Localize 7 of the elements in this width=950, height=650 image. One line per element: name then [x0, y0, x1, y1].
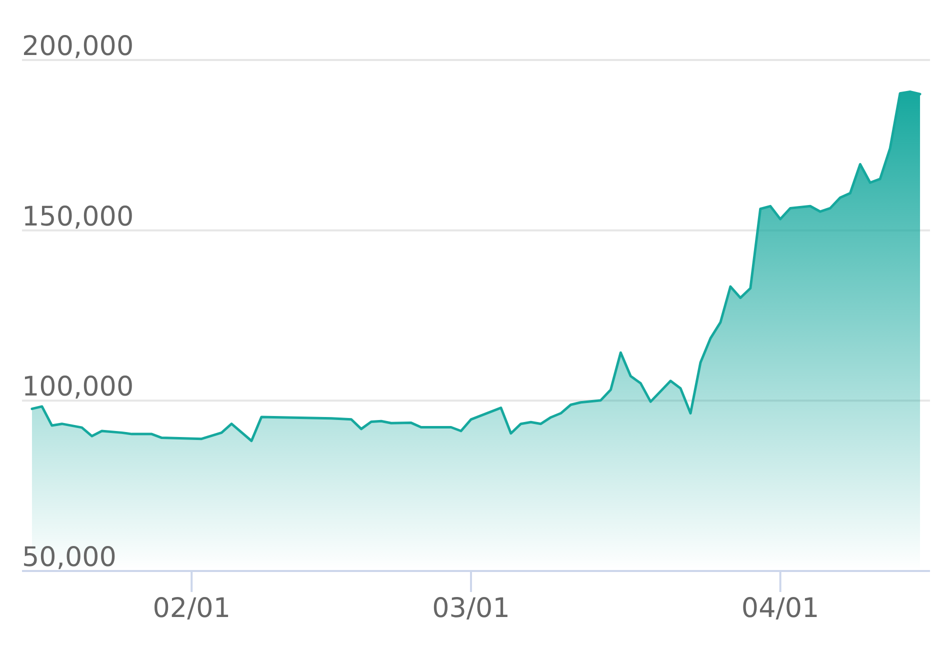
x-tick-label: 04/01: [741, 593, 820, 624]
x-tick-label: 03/01: [432, 593, 510, 624]
x-tick-label: 02/01: [152, 593, 231, 624]
y-tick-label: 150,000: [22, 201, 134, 232]
y-tick-label: 100,000: [22, 372, 134, 403]
y-tick-label: 200,000: [22, 31, 134, 62]
y-tick-label: 50,000: [22, 542, 116, 573]
